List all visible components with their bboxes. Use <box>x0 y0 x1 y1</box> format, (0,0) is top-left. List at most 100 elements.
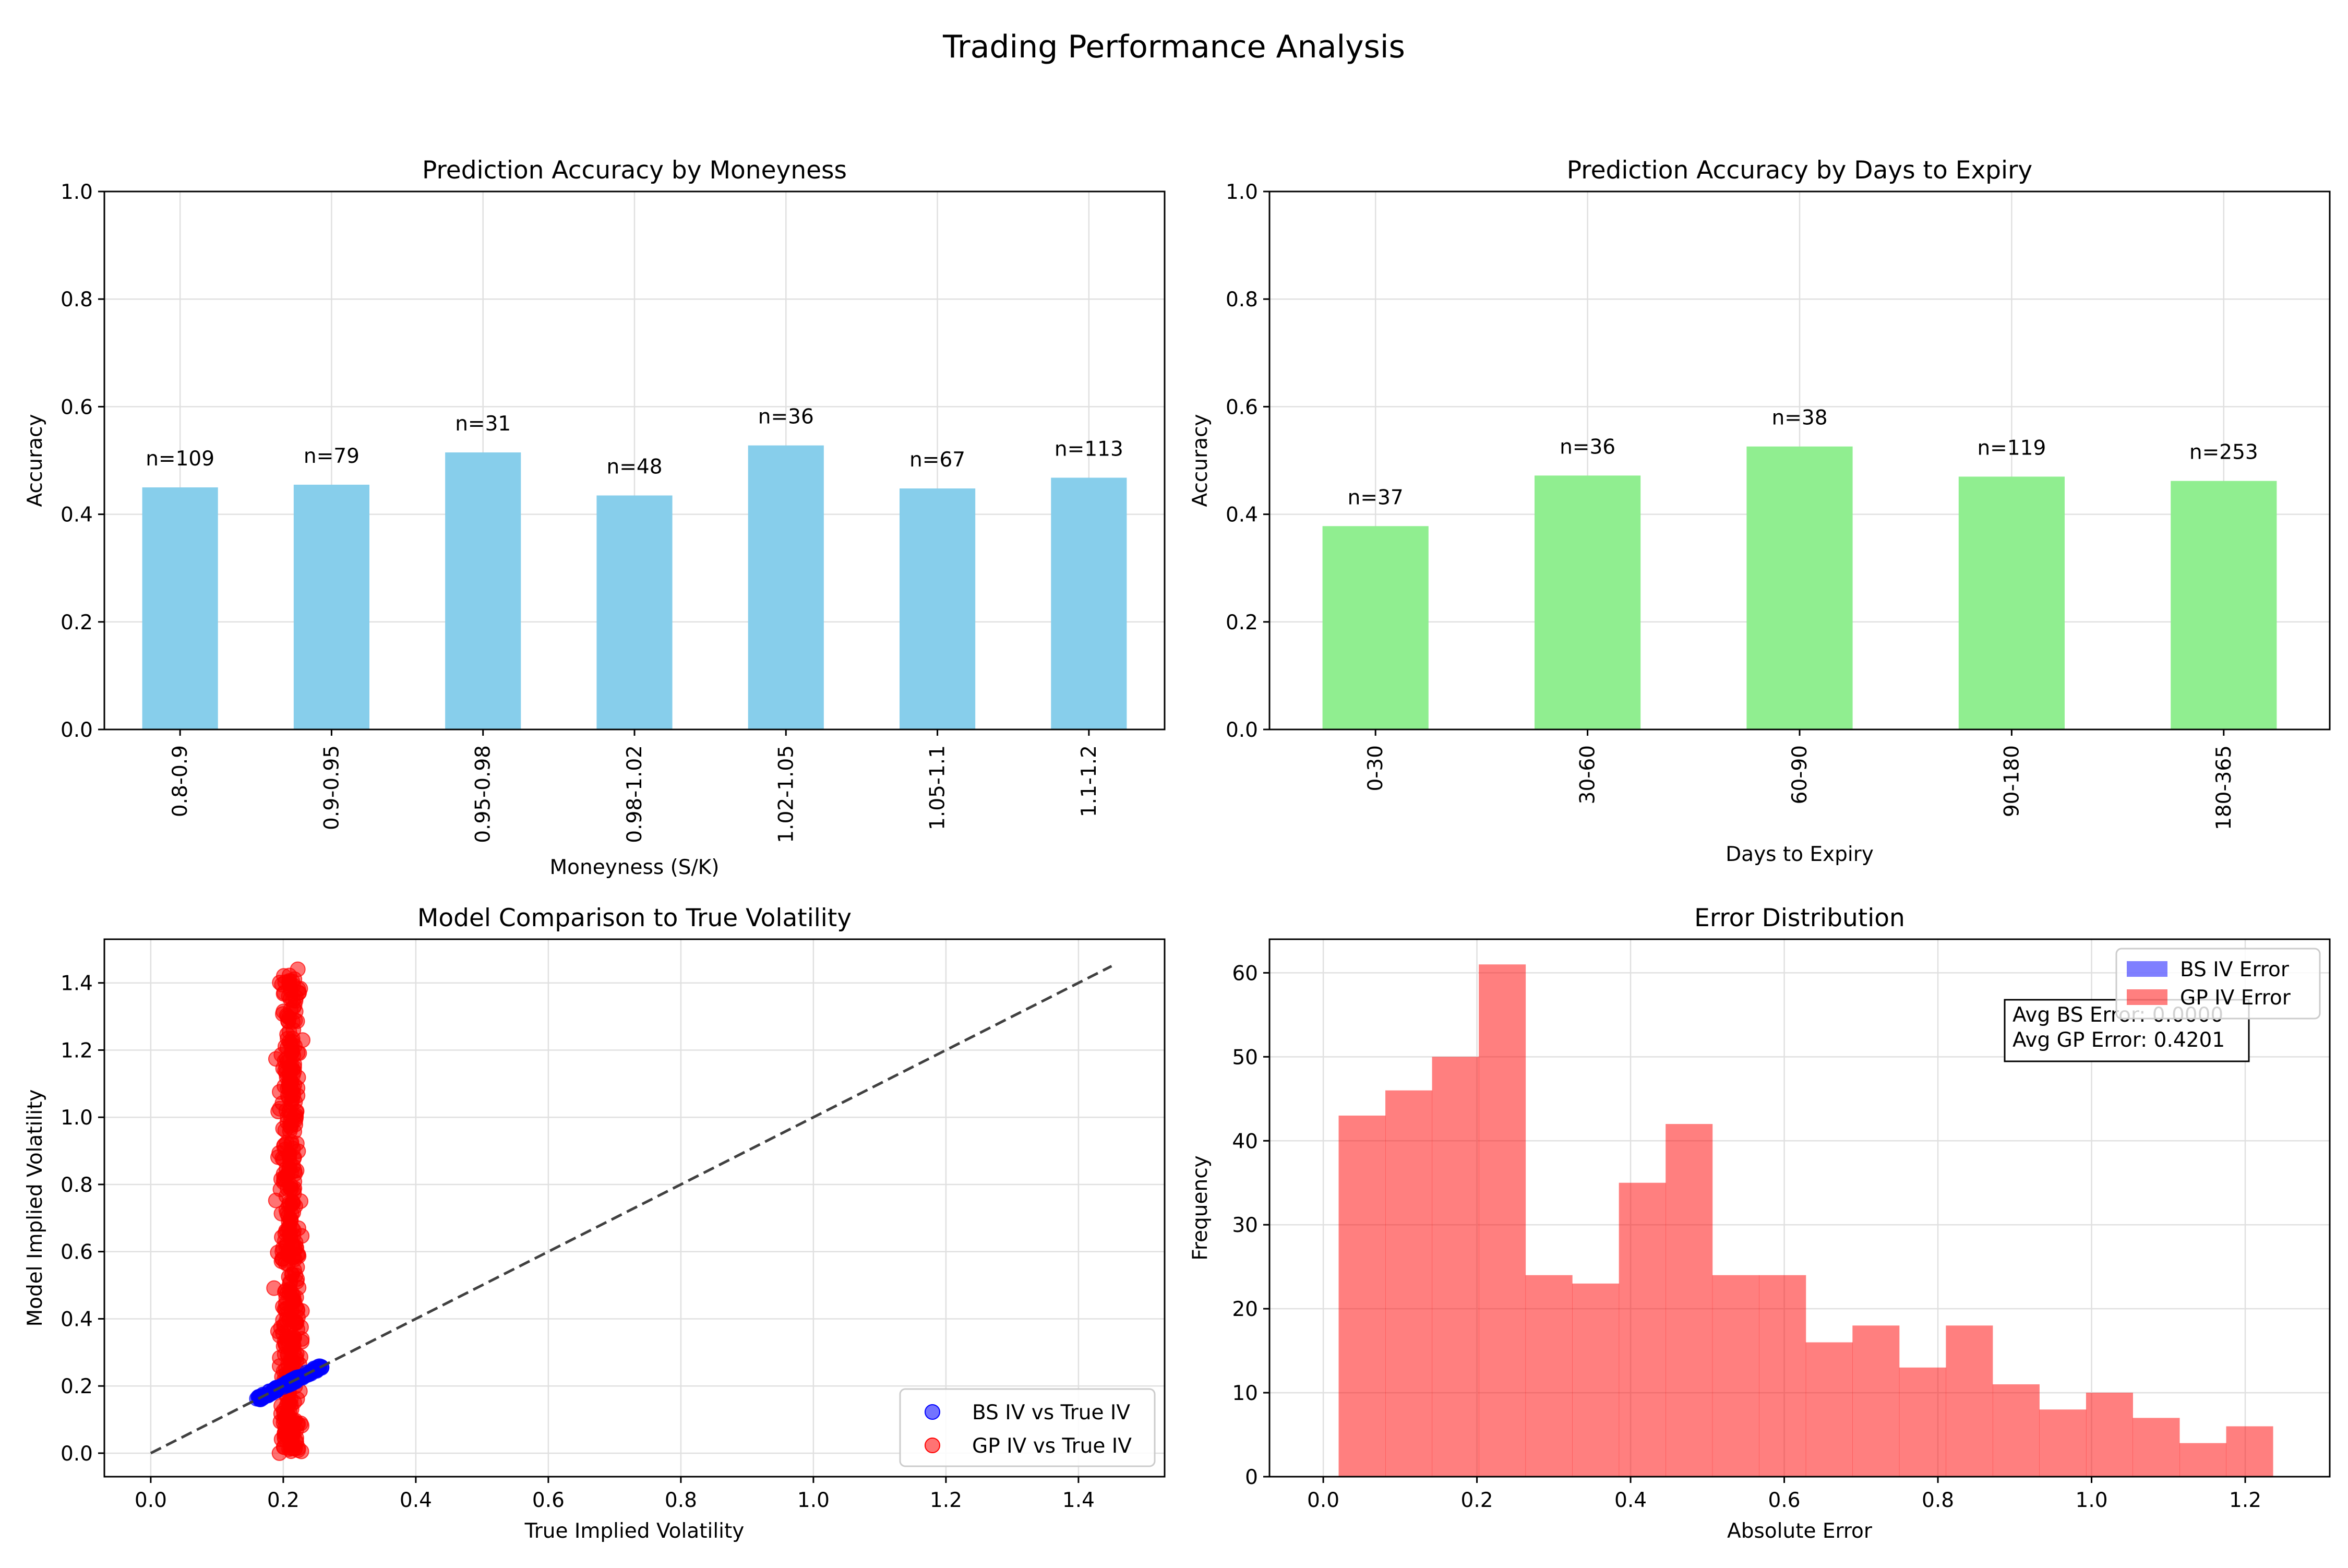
y-tick-label: 30 <box>1232 1214 1258 1237</box>
gp-scatter-point <box>280 1088 296 1104</box>
y-tick-label: 0 <box>1245 1466 1258 1489</box>
gp-scatter-point <box>278 1223 294 1239</box>
gp-error-histogram-bar <box>1759 1275 1806 1477</box>
x-tick-label: 0.9-0.95 <box>320 745 343 830</box>
bar-count-label: n=67 <box>909 448 965 472</box>
gp-error-histogram-bar <box>1852 1325 1900 1477</box>
y-tick-label: 0.6 <box>61 396 93 419</box>
bar <box>142 487 218 729</box>
gp-error-histogram-bar <box>1992 1384 2040 1477</box>
gp-error-histogram-bar <box>1479 964 1526 1477</box>
gp-scatter-point <box>290 1069 306 1085</box>
accuracy-by-moneyness-chart: n=109 n=79 n=31 n=48 n=36 n=67 n=113 0.0 0.2 0.4 0… <box>23 156 1166 879</box>
gp-scatter-point <box>272 1327 288 1344</box>
y-tick-label: 1.4 <box>61 972 93 996</box>
bar <box>748 445 824 729</box>
x-tick-label: 1.2 <box>930 1489 962 1512</box>
x-axis-label: True Implied Volatility <box>524 1519 745 1543</box>
gp-scatter-point <box>289 1321 305 1337</box>
x-tick-label: 0.6 <box>1768 1489 1801 1512</box>
bar-count-label: n=79 <box>304 445 360 468</box>
y-tick-label: 10 <box>1232 1382 1258 1405</box>
bar <box>1746 446 1853 729</box>
y-tick-label: 0.0 <box>61 719 93 742</box>
plot-frame <box>103 938 1166 1478</box>
legend-entry-label: GP IV Error <box>2180 986 2291 1010</box>
y-tick-label: 0.6 <box>61 1241 93 1264</box>
x-axis-label: Days to Expiry <box>1726 843 1874 866</box>
y-tick-label: 0.2 <box>61 1375 93 1398</box>
y-tick-label: 1.2 <box>61 1039 93 1062</box>
gp-scatter-point <box>272 1181 289 1198</box>
gp-error-histogram-bar <box>1432 1057 1479 1477</box>
bar-count-label: n=119 <box>1977 436 2046 460</box>
y-axis-label: Frequency <box>1189 1155 1212 1260</box>
y-tick-label: 0.4 <box>1226 504 1258 527</box>
legend: BS IV Error GP IV Error <box>2115 948 2321 1020</box>
subplot-title: Error Distribution <box>1694 904 1905 932</box>
identity-reference-line <box>150 965 1112 1455</box>
legend-entry-label: BS IV vs True IV <box>972 1401 1130 1425</box>
gp-scatter-point <box>272 1350 288 1366</box>
bs-legend-marker <box>925 1404 940 1420</box>
bar <box>1535 475 1641 729</box>
bar <box>1051 477 1127 729</box>
gp-scatter-point <box>283 1044 300 1060</box>
gp-scatter-point <box>281 1146 297 1163</box>
bar <box>445 452 521 729</box>
y-tick-label: 60 <box>1232 962 1258 985</box>
gp-error-histogram-bar <box>1572 1283 1620 1477</box>
gp-scatter-point <box>285 1337 302 1354</box>
legend-box <box>899 1388 1156 1467</box>
x-tick-label: 0.98-1.02 <box>623 745 646 843</box>
gp-scatter-point <box>289 1163 305 1179</box>
gp-scatter-point <box>281 1396 297 1412</box>
x-tick-label: 180-365 <box>2212 745 2236 830</box>
gp-error-histogram-bar <box>1525 1275 1573 1477</box>
x-tick-label: 0.6 <box>532 1489 565 1512</box>
bar-count-label: n=109 <box>146 447 214 471</box>
gp-error-histogram-bar <box>1899 1367 1946 1477</box>
bar-count-label: n=36 <box>1560 435 1615 459</box>
gp-scatter-point <box>279 1306 295 1322</box>
x-tick-label: 1.02-1.05 <box>774 745 798 843</box>
y-tick-label: 0.8 <box>61 1174 93 1197</box>
error-histogram-chart: 0 10 20 30 40 50 60 0.0 0.2 0.4 0.6 0.8 1.0 1.2 Error … <box>1189 904 2331 1543</box>
y-tick-label: 1.0 <box>1226 181 1258 204</box>
x-tick-label: 1.1-1.2 <box>1077 745 1101 817</box>
bar-count-label: n=36 <box>758 405 814 429</box>
y-tick-label: 0.4 <box>61 504 93 527</box>
x-tick-label: 60-90 <box>1788 745 1812 804</box>
y-tick-label: 0.2 <box>61 611 93 635</box>
x-tick-label: 0.8 <box>1922 1489 1954 1512</box>
plot-frame <box>1268 938 2331 1478</box>
gp-error-histogram-bar <box>1619 1182 1666 1477</box>
x-tick-label: 1.0 <box>797 1489 830 1512</box>
x-tick-label: 0.4 <box>400 1489 432 1512</box>
y-axis-label: Accuracy <box>1189 414 1212 507</box>
y-axis-label: Model Implied Volatility <box>23 1090 47 1327</box>
y-tick-label: 1.0 <box>61 181 93 204</box>
x-tick-label: 0-30 <box>1364 745 1387 792</box>
legend: BS IV vs True IV GP IV vs True IV <box>899 1388 1156 1467</box>
x-tick-label: 0.2 <box>1461 1489 1493 1512</box>
y-tick-label: 50 <box>1232 1046 1258 1069</box>
gp-scatter-point <box>277 974 293 990</box>
x-tick-label: 0.4 <box>1614 1489 1647 1512</box>
bs-scatter-point <box>309 1360 325 1376</box>
bar <box>293 484 369 729</box>
gp-error-histogram-bar <box>1805 1342 1853 1477</box>
y-tick-label: 0.4 <box>61 1308 93 1331</box>
bs-legend-swatch <box>2127 961 2167 977</box>
bar-count-label: n=37 <box>1348 486 1404 509</box>
gp-scatter-point <box>285 1000 302 1016</box>
bar-count-label: n=113 <box>1055 437 1123 461</box>
x-tick-label: 1.05-1.1 <box>926 745 950 830</box>
gp-scatter-point <box>279 1236 295 1252</box>
gp-scatter-point <box>277 1431 293 1447</box>
gp-error-histogram-bar <box>2179 1443 2227 1477</box>
x-tick-label: 0.0 <box>1307 1489 1339 1512</box>
x-tick-label: 1.2 <box>2229 1489 2261 1512</box>
gp-scatter-point <box>278 1202 294 1218</box>
